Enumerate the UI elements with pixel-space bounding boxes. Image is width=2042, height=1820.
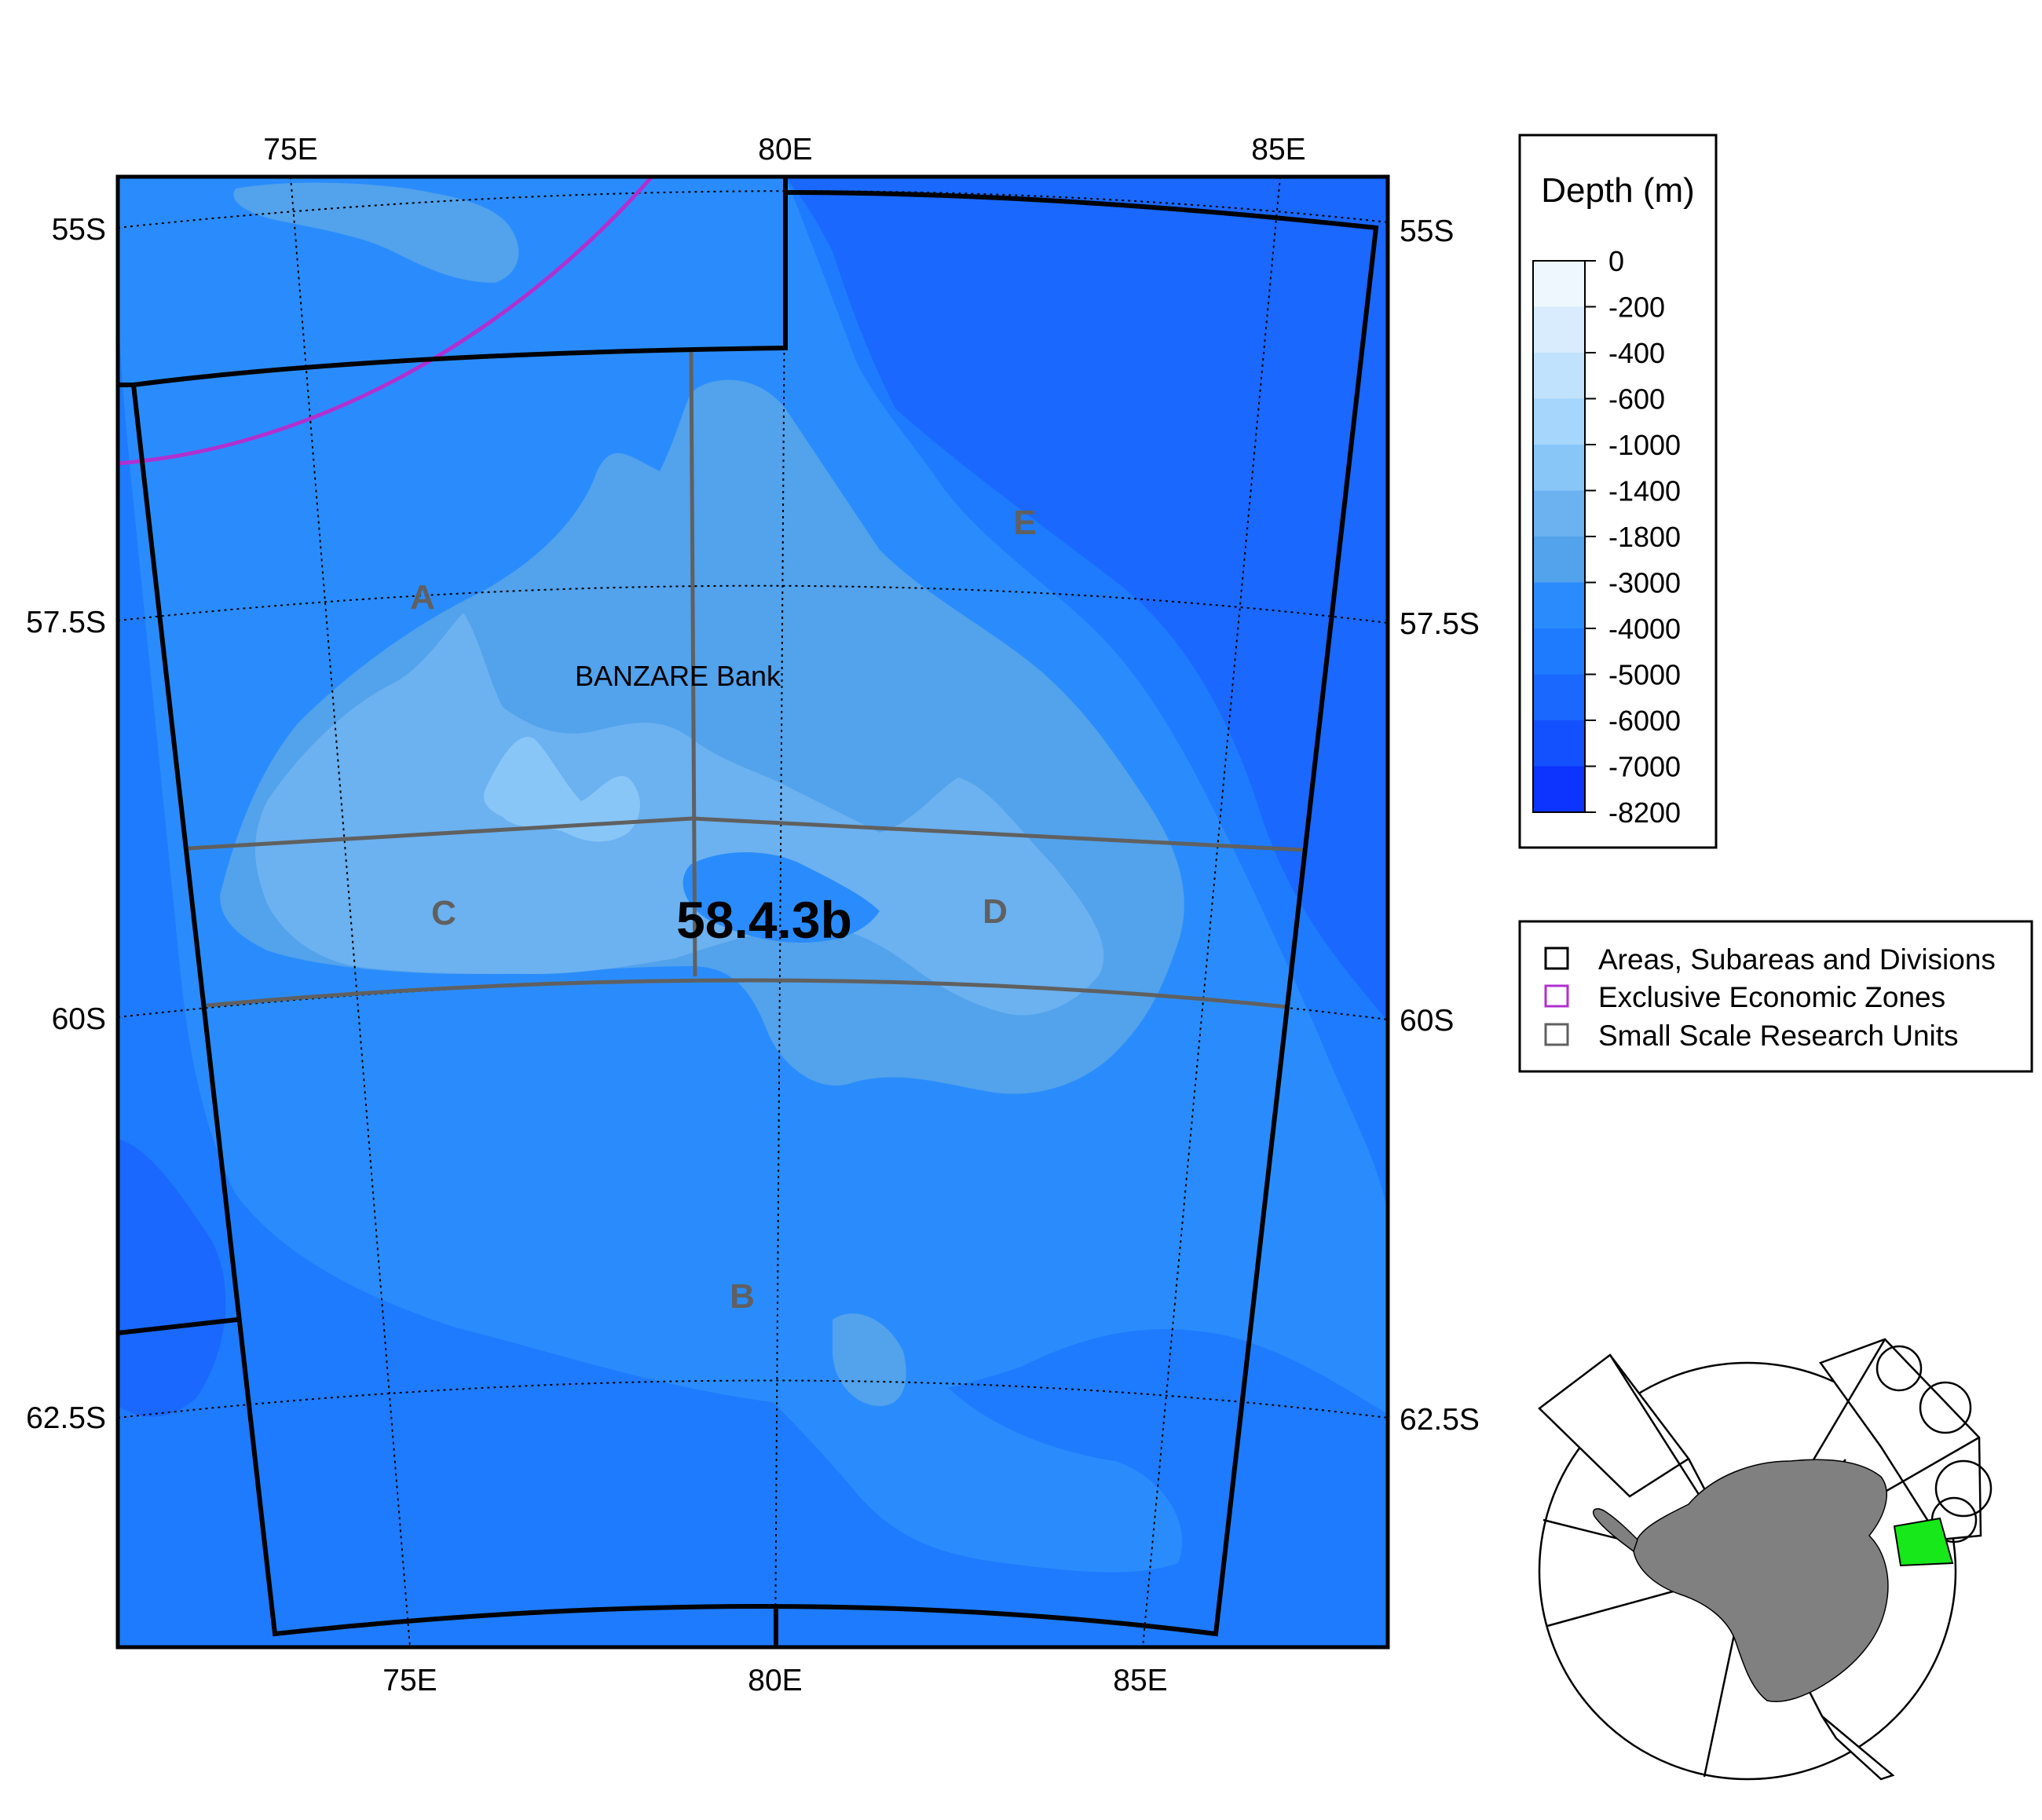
inset-eez-circle-1 [1875, 1345, 1923, 1392]
depth-swatch [1533, 674, 1585, 721]
graticule-lon-85E [1142, 177, 1281, 1647]
depth-level-label: -3000 [1608, 567, 1681, 599]
graticule-lon-80E [774, 177, 786, 1647]
deep-basin-sw [118, 1139, 226, 1417]
depth-level-label: -400 [1608, 337, 1665, 369]
left-lat-label-62.5S: 62.5S [26, 1401, 106, 1435]
inset-eez-circle-2 [1919, 1381, 1972, 1434]
depth-swatch [1533, 398, 1585, 445]
left-lat-label-55S: 55S [52, 213, 106, 247]
feature-label-banzare-bank: BANZARE Bank [575, 660, 781, 692]
depth-level-label: -1000 [1608, 429, 1681, 461]
locator-inset-map [1538, 1338, 1993, 1781]
depth-swatch [1533, 306, 1585, 353]
legend-label-eez: Exclusive Economic Zones [1598, 981, 1945, 1013]
depth-level-label: -600 [1608, 383, 1665, 416]
right-lat-label-55S: 55S [1400, 214, 1454, 248]
depth-legend: Depth (m) 0 -200 -400 -600 -1000 -1400 -1800 -3… [1518, 134, 1718, 849]
top-lon-label-75E: 75E [263, 133, 317, 167]
legend-swatch-ssru [1544, 1023, 1569, 1046]
layer-legend-box [1518, 920, 2033, 1073]
ssru-boundary-upper [188, 816, 1305, 852]
depth-color-bar [1533, 261, 1585, 813]
depth-level-label: -6000 [1608, 705, 1681, 737]
division-label: 58.4.3b [676, 891, 852, 949]
bank-inner-basin [682, 852, 880, 943]
southern-shoal [833, 1313, 906, 1406]
bathymetry-map [118, 177, 1388, 1647]
left-lat-label-60S: 60S [52, 1002, 106, 1036]
graticule-lat-62.5S [118, 1379, 1388, 1419]
division-58.4.3b-outline [131, 189, 1379, 1637]
graticule-lon-75E [290, 177, 411, 1647]
graticule-lat-55S [118, 190, 1388, 229]
ssru-label-c: C [431, 894, 456, 932]
bottom-lon-label-85E: 85E [1113, 1664, 1167, 1697]
top-lon-label-85E: 85E [1251, 133, 1305, 167]
depth-swatch [1533, 628, 1585, 675]
ssru-label-b: B [730, 1277, 755, 1316]
inset-antarctic-peninsula [1593, 1508, 1638, 1553]
depth-level-label: -1400 [1608, 475, 1681, 507]
inset-antarctica [1633, 1459, 1889, 1702]
ssru-boundary-lower [206, 978, 1289, 1009]
left-lat-label-57.5S: 57.5S [26, 606, 106, 639]
depth-level-label: 0 [1608, 245, 1624, 277]
depth-level-label: -4000 [1608, 613, 1681, 645]
right-lat-label-62.5S: 62.5S [1400, 1403, 1480, 1437]
depth-level-label: -7000 [1608, 751, 1681, 783]
depth-level-label: -1800 [1608, 521, 1681, 553]
inset-sector-pacific [1821, 1716, 1895, 1781]
depth-swatch [1533, 720, 1585, 767]
southern-rise-layer [644, 1186, 1183, 1573]
right-lat-label-60S: 60S [1400, 1004, 1454, 1038]
ssru-boundary-vertical [689, 349, 697, 977]
depth-level-label: -5000 [1608, 659, 1681, 691]
depth-swatch [1533, 353, 1585, 399]
bottom-lon-label-80E: 80E [748, 1664, 802, 1697]
depth-level-label: -200 [1608, 291, 1665, 324]
legend-label-areas: Areas, Subareas and Divisions [1598, 943, 1996, 976]
legend-swatch-areas [1544, 947, 1569, 970]
eastern-trough-layer [785, 177, 1388, 1021]
division-boundaries [118, 177, 1379, 1647]
ssru-label-a: A [410, 578, 435, 617]
bank-crest-layer [484, 737, 640, 842]
legend-label-ssru: Small Scale Research Units [1598, 1020, 1959, 1052]
bank-top-layer [255, 613, 1104, 1016]
depth-legend-title: Depth (m) [1541, 171, 1695, 210]
eez-boundary [118, 177, 653, 466]
layer-legend: Areas, Subareas and Divisions Exclusive … [1518, 920, 2033, 1073]
graticule-lat-57.5S [118, 584, 1388, 624]
southwest-division-line [118, 1317, 238, 1335]
ssru-boundaries [188, 349, 1305, 1009]
legend-swatch-eez [1544, 984, 1569, 1008]
map-frame [115, 174, 1390, 1650]
right-lat-label-57.5S: 57.5S [1400, 607, 1480, 641]
depth-level-label: -8200 [1608, 796, 1681, 829]
depth-swatch [1533, 445, 1585, 491]
northern-shoal [233, 182, 519, 283]
depth-swatch [1533, 536, 1585, 583]
inset-highlight-division-58.4.3b [1893, 1517, 1954, 1567]
ssru-label-e: E [1013, 504, 1036, 542]
bottom-lon-label-75E: 75E [382, 1664, 437, 1697]
ssru-label-d: D [983, 892, 1008, 931]
depth-swatch [1533, 582, 1585, 629]
top-lon-label-80E: 80E [758, 133, 812, 167]
inset-eez-circle-3 [1934, 1459, 1993, 1518]
depth-swatch [1533, 766, 1585, 813]
depth-swatch [1533, 261, 1585, 307]
depth-legend-labels: 0 -200 -400 -600 -1000 -1400 -1800 -3000 -4000 -5… [1585, 245, 1681, 829]
depth-swatch [1533, 490, 1585, 537]
